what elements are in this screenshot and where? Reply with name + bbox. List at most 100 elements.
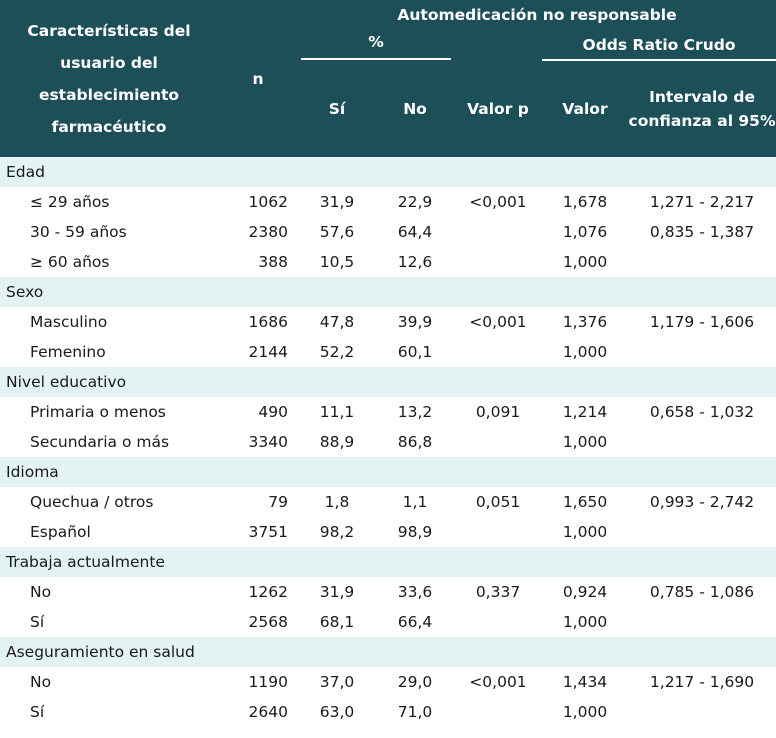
cell-ci: 0,785 - 1,086 — [649, 583, 755, 601]
cell-valor-p — [454, 427, 542, 457]
cell-ci: 0,993 - 2,742 — [649, 493, 755, 511]
cell-no: 60,1 — [397, 343, 433, 361]
cell-n: 388 — [258, 253, 288, 271]
cell-n: 1686 — [248, 313, 288, 331]
cell-valor-p — [454, 247, 542, 277]
group-row: Idioma — [0, 457, 776, 487]
cell-no: 12,6 — [397, 253, 433, 271]
cell-n: 79 — [268, 493, 288, 511]
cell-ci — [628, 427, 776, 457]
header-valor-p: Valor p — [454, 60, 542, 157]
group-row: Sexo — [0, 277, 776, 307]
cell-si: 63,0 — [319, 703, 355, 721]
table-row: No 1190 37,0 29,0 <0,001 1,434 1,217 - 1,690 — [0, 667, 776, 697]
cell-valor-p — [454, 697, 542, 727]
cell-valor-p: 0,091 — [475, 403, 521, 421]
cell-si: 47,8 — [319, 313, 355, 331]
header-automedicacion: Automedicación no responsable — [298, 0, 776, 30]
cell-or-valor: 1,000 — [562, 433, 608, 451]
cell-valor-p — [454, 607, 542, 637]
table-row: ≥ 60 años 388 10,5 12,6 1,000 — [0, 247, 776, 277]
cell-or-valor: 1,000 — [562, 523, 608, 541]
cell-n: 1262 — [248, 583, 288, 601]
cell-or-valor: 1,214 — [562, 403, 608, 421]
row-label: Español — [30, 523, 91, 541]
cell-no: 22,9 — [397, 193, 433, 211]
cell-no: 64,4 — [397, 223, 433, 241]
group-row: Aseguramiento en salud — [0, 637, 776, 667]
row-label: Sí — [30, 703, 45, 721]
cell-valor-p: 0,337 — [475, 583, 521, 601]
cell-n: 3340 — [248, 433, 288, 451]
group-row: Trabaja actualmente — [0, 547, 776, 577]
cell-valor-p: 0,051 — [475, 493, 521, 511]
table-row: No 1262 31,9 33,6 0,337 0,924 0,785 - 1,086 — [0, 577, 776, 607]
row-label: Secundaria o más — [30, 433, 170, 451]
cell-n: 3751 — [248, 523, 288, 541]
cell-no: 86,8 — [397, 433, 433, 451]
row-label: ≤ 29 años — [30, 193, 110, 211]
row-label: Quechua / otros — [30, 493, 154, 511]
row-label: Sí — [30, 613, 45, 631]
table-row: Femenino 2144 52,2 60,1 1,000 — [0, 337, 776, 367]
cell-ci — [628, 607, 776, 637]
cell-no: 71,0 — [397, 703, 433, 721]
group-label: Aseguramiento en salud — [0, 637, 776, 667]
cell-or-valor: 1,076 — [562, 223, 608, 241]
group-label: Nivel educativo — [0, 367, 776, 397]
table-row: Sí 2640 63,0 71,0 1,000 — [0, 697, 776, 727]
group-label: Edad — [0, 157, 776, 187]
cell-valor-p — [454, 517, 542, 547]
cell-si: 31,9 — [319, 583, 355, 601]
cell-ci: 1,271 - 2,217 — [649, 193, 755, 211]
cell-si: 37,0 — [319, 673, 355, 691]
header-valor: Valor — [542, 60, 628, 157]
row-label: ≥ 60 años — [30, 253, 110, 271]
cell-ci: 0,835 - 1,387 — [649, 223, 755, 241]
row-label: Masculino — [30, 313, 108, 331]
header-percent: % — [301, 30, 451, 60]
header-ci: Intervalo de confianza al 95% — [628, 60, 776, 157]
group-row: Edad — [0, 157, 776, 187]
table-row: 30 - 59 años 2380 57,6 64,4 1,076 0,835 - 1,3… — [0, 217, 776, 247]
group-label: Trabaja actualmente — [0, 547, 776, 577]
cell-ci: 1,217 - 1,690 — [649, 673, 755, 691]
table-row: ≤ 29 años 1062 31,9 22,9 <0,001 1,678 1,271 - … — [0, 187, 776, 217]
group-label: Idioma — [0, 457, 776, 487]
cell-si: 31,9 — [319, 193, 355, 211]
cell-or-valor: 1,678 — [562, 193, 608, 211]
table-header: Características del usuario del establec… — [0, 0, 776, 157]
cell-no: 29,0 — [397, 673, 433, 691]
cell-no: 98,9 — [397, 523, 433, 541]
cell-or-valor: 1,000 — [562, 253, 608, 271]
cell-si: 52,2 — [319, 343, 355, 361]
cell-ci — [628, 517, 776, 547]
header-spacer — [454, 30, 542, 60]
row-label: No — [30, 673, 52, 691]
cell-or-valor: 1,000 — [562, 703, 608, 721]
cell-si: 57,6 — [319, 223, 355, 241]
table-row: Sí 2568 68,1 66,4 1,000 — [0, 607, 776, 637]
cell-no: 66,4 — [397, 613, 433, 631]
cell-valor-p: <0,001 — [469, 313, 527, 331]
cell-no: 39,9 — [397, 313, 433, 331]
group-label: Sexo — [0, 277, 776, 307]
cell-n: 490 — [258, 403, 288, 421]
table-row: Quechua / otros 79 1,8 1,1 0,051 1,650 0,993 -… — [0, 487, 776, 517]
cell-n: 2144 — [248, 343, 288, 361]
table-row: Español 3751 98,2 98,9 1,000 — [0, 517, 776, 547]
cell-ci: 1,179 - 1,606 — [649, 313, 755, 331]
cell-or-valor: 1,000 — [562, 343, 608, 361]
row-label: Femenino — [30, 343, 106, 361]
group-row: Nivel educativo — [0, 367, 776, 397]
cell-n: 1062 — [248, 193, 288, 211]
cell-si: 98,2 — [319, 523, 355, 541]
cell-si: 68,1 — [319, 613, 355, 631]
cell-or-valor: 1,000 — [562, 613, 608, 631]
cell-si: 11,1 — [319, 403, 355, 421]
cell-n: 1190 — [248, 673, 288, 691]
cell-or-valor: 0,924 — [562, 583, 608, 601]
row-label: Primaria o menos — [30, 403, 166, 421]
